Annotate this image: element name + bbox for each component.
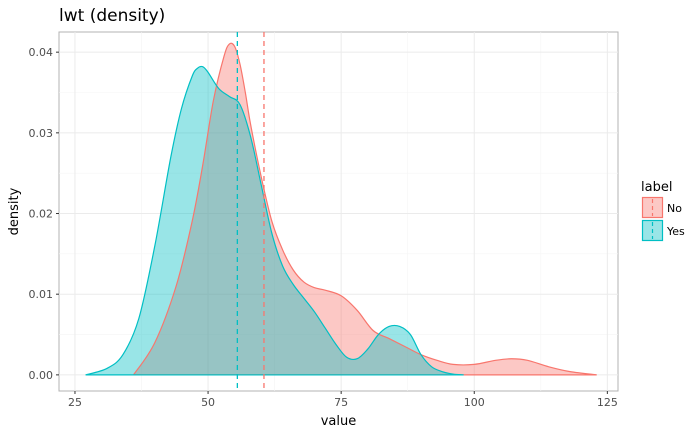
legend-title: label xyxy=(641,180,672,195)
y-tick-label: 0.01 xyxy=(29,288,54,301)
density-line-no xyxy=(132,42,597,376)
x-tick-label: 50 xyxy=(201,396,215,409)
plot-panel xyxy=(58,31,619,392)
legend-label-no: No xyxy=(667,202,682,215)
density-area-no xyxy=(133,43,597,375)
x-tick-label: 100 xyxy=(464,396,485,409)
legend-item-yes: Yes xyxy=(641,219,685,242)
density-line-yes xyxy=(85,65,464,376)
y-tick-label: 0.04 xyxy=(29,46,54,59)
y-axis-title: density xyxy=(7,187,22,235)
y-tick-label: 0.00 xyxy=(29,369,54,382)
y-axis: 0.00 0.01 0.02 0.03 0.04 xyxy=(29,46,59,382)
y-tick-label: 0.02 xyxy=(29,208,54,221)
x-axis: 25 50 75 100 125 xyxy=(68,391,618,409)
x-tick-label: 75 xyxy=(334,396,348,409)
legend-label-yes: Yes xyxy=(666,225,685,238)
x-tick-label: 25 xyxy=(68,396,82,409)
x-axis-title: value xyxy=(321,414,357,429)
y-tick-label: 0.03 xyxy=(29,127,54,140)
density-area-yes xyxy=(85,66,464,375)
chart-title: lwt (density) xyxy=(59,6,165,26)
legend-item-no: No xyxy=(641,196,682,219)
legend: label No Yes xyxy=(641,180,685,242)
x-tick-label: 125 xyxy=(597,396,618,409)
panel-border xyxy=(58,31,619,392)
